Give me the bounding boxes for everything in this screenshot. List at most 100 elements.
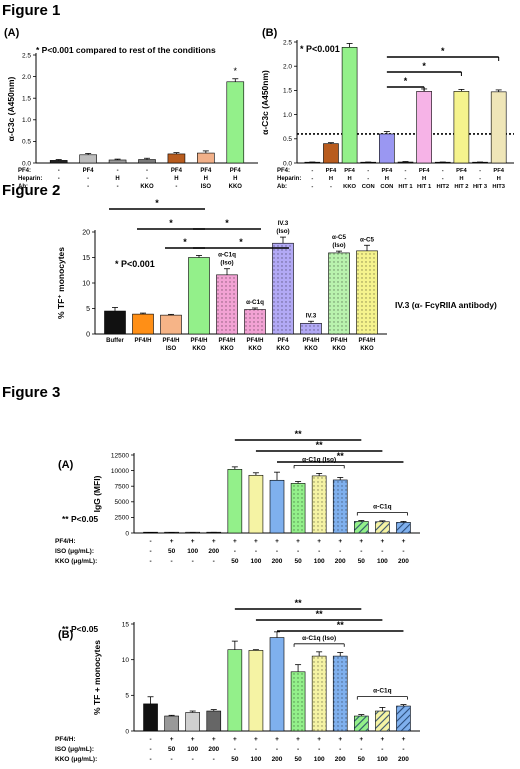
- fig3b-bar-hatch-pattern: [375, 711, 390, 731]
- fig1b-row-label: Heparin:: [277, 176, 301, 182]
- fig3a-category-label: +: [380, 538, 384, 545]
- figure-1-title: Figure 1: [2, 2, 61, 19]
- fig3a-category-label: -: [234, 548, 236, 555]
- fig2-category-label: PF4: [277, 338, 289, 344]
- fig3b-row-label: PF4/H:: [55, 736, 76, 743]
- fig2-category-label: KKO: [248, 346, 262, 352]
- fig1a-row-label: Ab:: [18, 184, 28, 190]
- fig3b-category-label: +: [170, 736, 174, 743]
- fig3b-category-label: -: [149, 746, 151, 753]
- fig1a-y-tick-label: 1.0: [22, 117, 31, 124]
- fig3b-sig-label: **: [337, 620, 345, 630]
- fig3a-category-label: -: [318, 548, 320, 555]
- fig2-bar-label: IV.3: [306, 312, 317, 319]
- fig3a-category-label: 50: [231, 558, 239, 565]
- fig1b-category-label: -: [367, 168, 369, 174]
- fig2-bar-dot-pattern: [244, 309, 266, 334]
- fig2-bar-label: (Iso): [220, 260, 233, 267]
- fig1b-y-tick-label: 0.0: [283, 160, 292, 167]
- fig2-bar: [104, 310, 126, 335]
- fig1b-category-label: HIT 2: [454, 184, 468, 190]
- fig3a-category-label: 50: [168, 548, 176, 555]
- fig3b-category-label: +: [212, 736, 216, 743]
- fig3a-y-tick-label: 2500: [115, 515, 130, 522]
- fig1b-category-label: CON: [380, 184, 393, 190]
- fig2-bar-label: (Iso): [332, 242, 345, 249]
- fig1b-category-label: -: [311, 184, 313, 190]
- fig3a-bar-dot-pattern: [291, 483, 306, 533]
- fig3a-category-label: -: [149, 558, 151, 565]
- fig3b-y-tick-label: 10: [122, 657, 130, 664]
- fig1a-category-label: PF4: [200, 168, 212, 174]
- fig1a-y-tick-label: 0.5: [22, 139, 31, 146]
- fig1a-category-label: PF4: [230, 168, 242, 174]
- fig2-bar-dot-pattern: [216, 274, 238, 334]
- fig1b-category-label: -: [405, 168, 407, 174]
- fig3b-category-label: +: [275, 736, 279, 743]
- fig3b-category-label: -: [297, 746, 299, 753]
- fig3a-category-label: +: [191, 538, 195, 545]
- fig1b-y-axis-label: α-C3c (A450nm): [260, 70, 270, 135]
- fig3a-sig-label: **: [316, 440, 324, 450]
- fig3b-category-label: +: [402, 736, 406, 743]
- fig3a-category-label: -: [149, 548, 151, 555]
- fig1b-category-label: KKO: [343, 184, 356, 190]
- fig3b-row-label: ISO (μg/mL):: [55, 746, 94, 753]
- fig3a-sig-label: **: [337, 451, 345, 461]
- fig1a-category-label: -: [87, 176, 89, 182]
- fig3a-bar: [248, 474, 264, 534]
- fig3a-category-label: -: [213, 558, 215, 565]
- fig3a-y-axis-label: IgG (MFI): [92, 475, 102, 512]
- fig3a-category-label: 200: [272, 558, 283, 565]
- fig2-category-label: PF4/H: [162, 338, 179, 344]
- fig1b-category-label: PF4: [419, 168, 430, 174]
- fig3a-category-label: +: [338, 538, 342, 545]
- fig3b-bar-dot-pattern: [333, 656, 348, 731]
- fig3a-bar-dot-pattern: [333, 479, 348, 533]
- fig1b-category-label: -: [367, 176, 369, 182]
- fig2-bar-label: α-C1q: [218, 252, 236, 259]
- fig1b-category-label: HIT 3: [473, 184, 488, 190]
- fig1a-category-label: PF4: [171, 168, 183, 174]
- fig2-category-label: PF4/H: [358, 338, 375, 344]
- fig3b-category-label: -: [255, 746, 257, 753]
- fig1b-category-label: PF4: [493, 168, 504, 174]
- fig3b-y-tick-label: 5: [125, 693, 129, 700]
- fig1a-category-label: H: [174, 176, 178, 182]
- fig2-y-tick-label: 0: [86, 331, 90, 338]
- fig1b-bar: [341, 47, 358, 164]
- fig2-category-label: KKO: [276, 346, 290, 352]
- fig2-category-label: ISO: [166, 346, 177, 352]
- fig3b-category-label: -: [149, 736, 151, 743]
- fig3b-y-axis-label: % TF + monocytes: [92, 640, 102, 715]
- fig2-bar-label: IV.3: [278, 220, 289, 227]
- fig1b-category-label: -: [479, 176, 481, 182]
- fig3a-category-label: 100: [187, 548, 198, 555]
- fig3a-bar-hatch-pattern: [375, 521, 390, 533]
- fig2-sig-label: *: [155, 198, 159, 208]
- fig3a-category-label: +: [359, 538, 363, 545]
- fig2-category-label: KKO: [192, 346, 206, 352]
- fig1b-category-label: H: [422, 176, 426, 182]
- fig3a-row-label: PF4/H:: [55, 538, 76, 545]
- fig3a-category-label: +: [212, 538, 216, 545]
- fig3b-category-label: -: [402, 746, 404, 753]
- fig3a-category-label: -: [402, 548, 404, 555]
- fig1a-y-tick-label: 2.0: [22, 74, 31, 81]
- fig3b-category-label: +: [233, 736, 237, 743]
- fig1a-category-label: H: [115, 176, 119, 182]
- fig3a-category-label: +: [233, 538, 237, 545]
- fig1b-category-label: PF4: [344, 168, 355, 174]
- fig3b-bar: [164, 715, 179, 732]
- fig2-y-tick-label: 20: [82, 229, 90, 236]
- fig1a-bar: [108, 159, 127, 164]
- fig3a-category-label: +: [317, 538, 321, 545]
- fig2-category-label: PF4/H: [190, 338, 207, 344]
- fig3a-category-label: -: [255, 548, 257, 555]
- fig3a-category-label: -: [276, 548, 278, 555]
- fig1b-bar: [416, 91, 432, 164]
- fig3a-category-label: 200: [398, 558, 409, 565]
- fig2-bar-dot-pattern: [328, 252, 350, 334]
- fig1b-row-label: PF4:: [277, 168, 290, 174]
- fig3b-y-tick-label: 15: [122, 621, 130, 628]
